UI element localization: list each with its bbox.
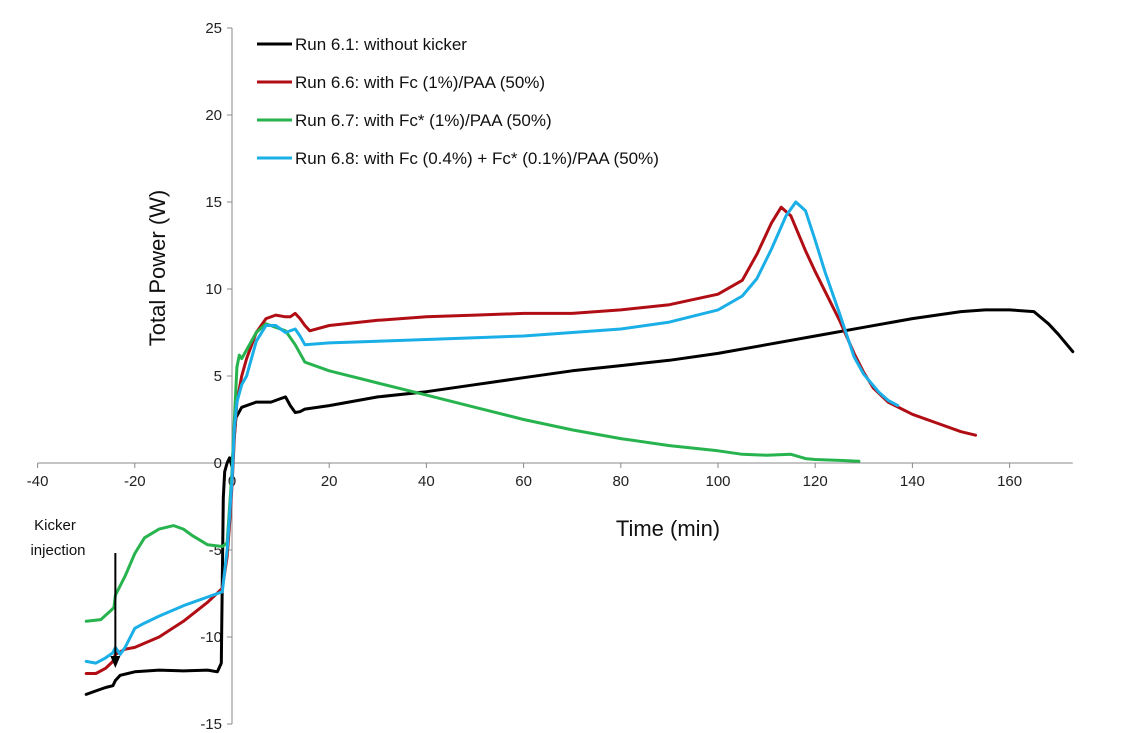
y-tick-label: 10	[205, 281, 222, 298]
series-line-4	[84, 200, 900, 665]
series-line-3	[84, 322, 861, 623]
legend-label-2: Run 6.6: with Fc (1%)/PAA (50%)	[295, 73, 545, 92]
y-tick-label: 0	[214, 455, 222, 472]
axes	[37, 27, 1073, 725]
legend-label-1: Run 6.1: without kicker	[295, 35, 467, 54]
series-lines	[84, 200, 1075, 696]
kicker-annotation: Kicker injection	[30, 517, 121, 668]
x-axis-title: Time (min)	[616, 516, 720, 541]
y-tick-label: -10	[200, 629, 222, 646]
legend-label-4: Run 6.8: with Fc (0.4%) + Fc* (0.1%)/PAA…	[295, 149, 659, 168]
y-tick-label: 20	[205, 107, 222, 124]
legend: Run 6.1: without kicker Run 6.6: with Fc …	[257, 35, 659, 168]
kicker-arrow-head	[110, 656, 121, 668]
x-tick-label: 80	[612, 473, 629, 490]
x-tick-label: 120	[803, 473, 828, 490]
x-tick-label: -40	[27, 473, 49, 490]
x-tick-label: 20	[321, 473, 338, 490]
x-tick-label: 160	[997, 473, 1022, 490]
legend-label-3: Run 6.7: with Fc* (1%)/PAA (50%)	[295, 111, 552, 130]
series-line-2	[84, 205, 978, 675]
y-tick-label: 15	[205, 194, 222, 211]
annotation-line-2: injection	[30, 542, 85, 559]
x-tick-label: -20	[124, 473, 146, 490]
x-tick-label: 140	[900, 473, 925, 490]
x-tick-label: 60	[515, 473, 532, 490]
series-line-1	[84, 308, 1075, 696]
y-tick-label: -15	[200, 716, 222, 733]
y-axis-title: Total Power (W)	[145, 190, 170, 346]
x-tick-label: 100	[705, 473, 730, 490]
x-tick-label: 40	[418, 473, 435, 490]
y-tick-label: 25	[205, 20, 222, 37]
tick-labels: -40 -20 0 20 40 60 80 100 120 140 160-15-10-505101…	[27, 20, 1022, 733]
y-tick-label: 5	[214, 368, 222, 385]
annotation-line-1: Kicker	[34, 517, 76, 534]
